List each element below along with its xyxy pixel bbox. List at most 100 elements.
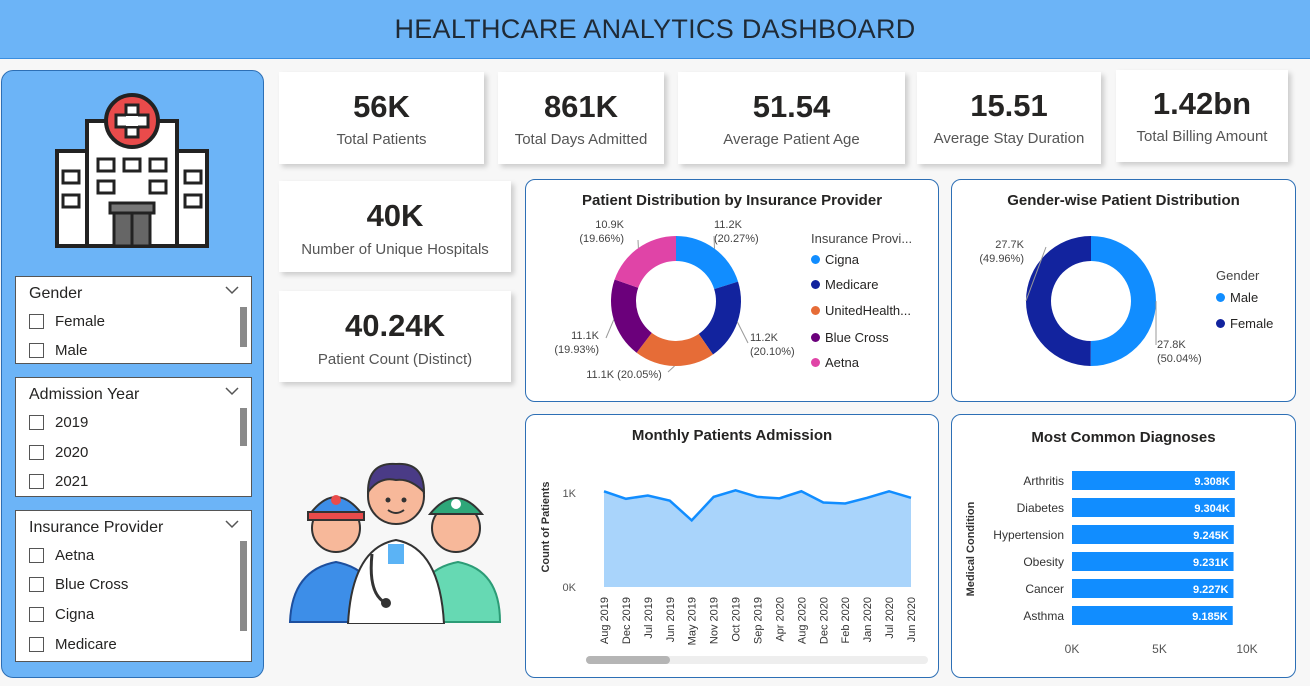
checkbox[interactable] — [29, 547, 44, 563]
slicer-title: Insurance Provider — [29, 519, 164, 536]
x-tick-label: Sep 2019 — [753, 597, 765, 644]
kpi-unique-hospitals: 40K Number of Unique Hospitals — [279, 181, 511, 272]
leader-line — [713, 235, 716, 249]
legend-item-male[interactable]: Male — [1216, 290, 1258, 305]
slicer-item-2020[interactable]: 2020 — [29, 441, 88, 463]
checkbox[interactable] — [29, 414, 44, 430]
kpi-label: Average Patient Age — [723, 131, 860, 148]
chevron-down-icon[interactable] — [225, 285, 239, 295]
gender-distribution-panel: Gender-wise Patient Distribution 27.8K (5… — [951, 179, 1296, 402]
data-label: 27.8K — [1157, 339, 1186, 351]
slicer-item-male[interactable]: Male — [29, 339, 88, 361]
donut-slice-blue-cross[interactable] — [611, 279, 652, 353]
legend-title: Insurance Provi... — [811, 231, 913, 246]
chart-title: Gender-wise Patient Distribution — [1007, 192, 1240, 209]
x-tick-label: Dec 2019 — [621, 597, 633, 644]
slicer-item-medicare[interactable]: Medicare — [29, 633, 117, 655]
bar-asthma[interactable] — [1072, 606, 1233, 625]
kpi-value: 15.51 — [970, 88, 1048, 123]
x-tick-label: Jun 2020 — [906, 597, 918, 642]
kpi-value: 40.24K — [345, 308, 445, 343]
x-tick-label: Feb 2020 — [840, 597, 852, 643]
slicer-item-blue-cross[interactable]: Blue Cross — [29, 573, 128, 595]
diagnoses-bar-chart[interactable]: Medical Condition Arthritis 9.308K Diabetes… — [952, 415, 1297, 679]
bar-value-label: 9.185K — [1192, 611, 1228, 623]
checkbox[interactable] — [29, 444, 44, 460]
monthly-area-chart[interactable]: Count of Patients 0K 1K Aug 2019 Dec 2019 Jul… — [526, 415, 940, 679]
donut-slice-male[interactable] — [1090, 236, 1156, 366]
percent-label: (20.27%) — [714, 233, 759, 245]
donut-slice-unitedhealth-[interactable] — [636, 332, 714, 366]
bar-value-label: 9.245K — [1193, 530, 1229, 542]
gender-donut-chart[interactable]: 27.8K (50.04%) 27.7K (49.96%) — [952, 180, 1297, 403]
slicer-item-aetna[interactable]: Aetna — [29, 544, 94, 566]
legend-item-female[interactable]: Female — [1216, 316, 1273, 331]
legend-dot — [811, 255, 820, 264]
legend-item-unitedhealth[interactable]: UnitedHealth... — [811, 303, 911, 318]
slicer-item-female[interactable]: Female — [29, 310, 105, 332]
scrollbar[interactable] — [240, 541, 247, 631]
bar-hypertension[interactable] — [1072, 525, 1234, 544]
kpi-label: Number of Unique Hospitals — [301, 241, 489, 258]
series-line[interactable] — [603, 489, 912, 523]
chevron-down-icon[interactable] — [225, 386, 239, 396]
dashboard-header: HEALTHCARE ANALYTICS DASHBOARD — [0, 0, 1310, 59]
legend-item-cigna[interactable]: Cigna — [811, 252, 859, 267]
x-tick-label: Aug 2019 — [599, 597, 611, 644]
legend-dot — [1216, 319, 1225, 328]
y-axis-label: Medical Condition — [965, 501, 977, 596]
chevron-down-icon[interactable] — [225, 519, 239, 529]
bar-obesity[interactable] — [1072, 552, 1234, 571]
y-tick-label: 0K — [563, 582, 577, 594]
scrollbar[interactable] — [240, 408, 247, 446]
legend-item-medicare[interactable]: Medicare — [811, 277, 878, 292]
donut-slice-aetna[interactable] — [614, 236, 676, 288]
checkbox[interactable] — [29, 313, 44, 329]
kpi-value: 40K — [366, 198, 424, 233]
slicer-item-cigna[interactable]: Cigna — [29, 603, 94, 625]
horizontal-scrollbar[interactable] — [586, 656, 928, 664]
bar-value-label: 9.308K — [1194, 476, 1230, 488]
admission-year-slicer: Admission Year 2019 2020 2021 — [15, 377, 252, 497]
slicer-item-2021[interactable]: 2021 — [29, 470, 88, 492]
common-diagnoses-panel: Most Common Diagnoses Medical Condition A… — [951, 414, 1296, 678]
category-label: Arthritis — [1023, 474, 1064, 488]
checkbox[interactable] — [29, 636, 44, 652]
checkbox[interactable] — [29, 606, 44, 622]
insurance-provider-slicer: Insurance Provider Aetna Blue Cross Cign… — [15, 510, 252, 662]
donut-slice-female[interactable] — [1025, 236, 1091, 366]
percent-label: (50.04%) — [1157, 353, 1202, 365]
bar-diabetes[interactable] — [1072, 498, 1235, 517]
bar-arthritis[interactable] — [1072, 471, 1235, 490]
kpi-value: 1.42bn — [1152, 86, 1252, 121]
donut-slice-medicare[interactable] — [698, 281, 741, 355]
leader-line — [667, 365, 675, 373]
slicer-item-2019[interactable]: 2019 — [29, 411, 88, 433]
scrollbar-thumb[interactable] — [586, 656, 670, 664]
insurance-donut-chart[interactable]: 11.2K (20.27%) 11.2K (20.10%) 11.1K (20.05%)… — [526, 180, 940, 403]
kpi-average-stay-duration: 15.51 Average Stay Duration — [917, 72, 1101, 164]
checkbox[interactable] — [29, 576, 44, 592]
legend-item-blue-cross[interactable]: Blue Cross — [811, 330, 889, 345]
chart-title: Patient Distribution by Insurance Provid… — [581, 192, 883, 209]
x-tick-label: Apr 2020 — [774, 597, 786, 642]
scrollbar[interactable] — [240, 307, 247, 347]
legend-dot — [811, 333, 820, 342]
checkbox[interactable] — [29, 342, 44, 358]
legend-item-aetna[interactable]: Aetna — [811, 355, 859, 370]
sidebar: Gender Female Male Admission Year 2019 2… — [1, 70, 264, 678]
gender-slicer: Gender Female Male — [15, 276, 252, 364]
x-tick-label: Dec 2020 — [818, 597, 830, 644]
chart-title: Most Common Diagnoses — [1031, 429, 1216, 446]
legend-dot — [1216, 293, 1225, 302]
checkbox[interactable] — [29, 473, 44, 489]
donut-slice-cigna[interactable] — [676, 236, 739, 290]
x-tick-label: Jan 2020 — [862, 597, 874, 642]
bar-value-label: 9.227K — [1193, 584, 1229, 596]
data-label: 11.1K (20.05%) — [586, 369, 662, 381]
x-tick-label: 10K — [1236, 642, 1257, 656]
bar-cancer[interactable] — [1072, 579, 1234, 598]
x-tick-label: Aug 2020 — [796, 597, 808, 644]
kpi-total-billing-amount: 1.42bn Total Billing Amount — [1116, 70, 1288, 162]
kpi-value: 861K — [543, 89, 619, 124]
